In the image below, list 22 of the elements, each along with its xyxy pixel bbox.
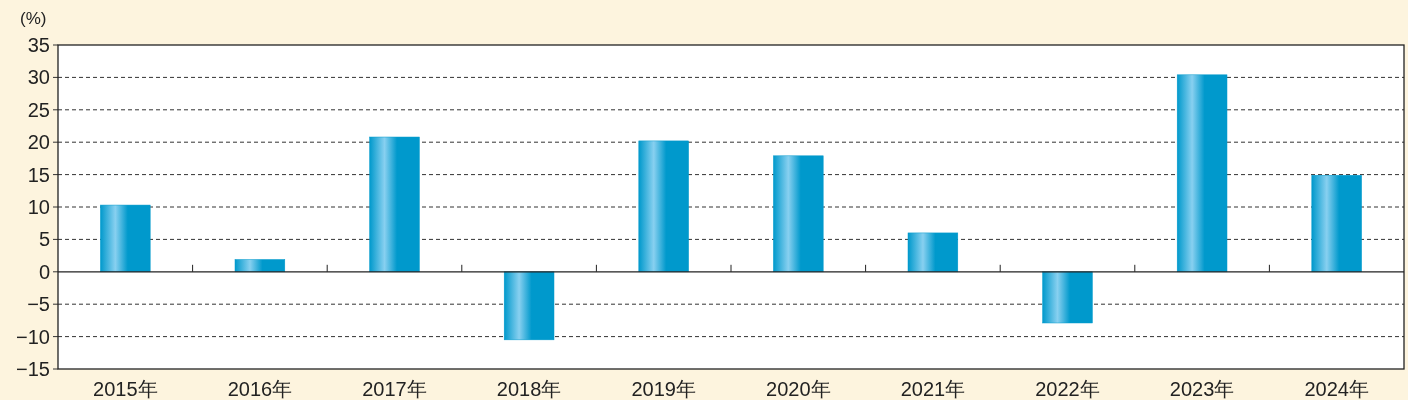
y-tick-label: −15 (16, 358, 50, 380)
x-tick-label: 2022年 (1035, 378, 1100, 400)
y-axis-title: (%) (20, 9, 47, 28)
y-tick-label: 25 (27, 98, 50, 121)
x-tick-label: 2021年 (900, 378, 966, 400)
y-tick-label: 30 (27, 66, 50, 89)
y-tick-label: 15 (27, 163, 50, 186)
x-tick-label: 2015年 (93, 378, 158, 400)
y-tick-label: 5 (38, 228, 50, 251)
x-tick-label: 2020年 (766, 378, 831, 400)
x-tick-label: 2016年 (227, 378, 293, 400)
x-tick-label: 2018年 (496, 378, 562, 400)
y-tick-label: −5 (27, 293, 50, 316)
x-tick-label: 2023年 (1169, 378, 1235, 400)
y-tick-label: −10 (16, 325, 50, 348)
x-tick-label: 2024年 (1304, 378, 1369, 400)
y-tick-label: 10 (27, 196, 50, 218)
x-tick-label: 2019年 (631, 378, 696, 400)
y-tick-label: 20 (27, 131, 50, 154)
y-tick-label: 35 (27, 34, 50, 56)
y-tick-label: 0 (38, 260, 50, 283)
x-tick-label: 2017年 (362, 378, 427, 400)
